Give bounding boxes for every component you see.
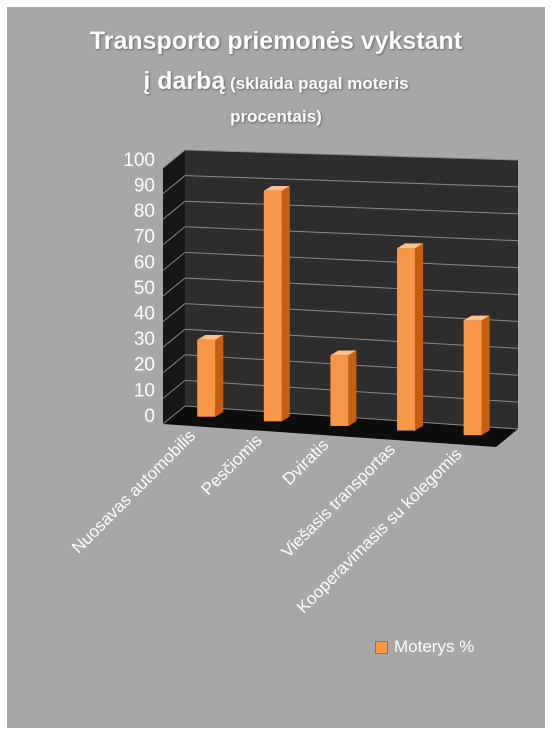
y-tick-label: 20 [134,355,155,376]
gridline-side [162,277,186,297]
bar-top [330,350,357,356]
y-tick-label: 80 [134,201,155,222]
legend: Moterys % [375,637,474,657]
bar-top [397,243,423,249]
bar-front [197,339,216,417]
bar-top [197,334,224,340]
chart-title-main: į darbą [143,67,226,95]
gridline [184,328,519,349]
chart-title-line-1: Transporto priemonės vykstant [89,27,463,55]
bar [330,350,357,426]
y-tick-label: 90 [134,176,155,197]
bar-side [348,350,357,426]
bar-front [463,320,482,436]
chart-card: Transporto priemonės vykstant į darbą (s… [7,7,545,728]
gridline-side [162,149,186,169]
bar-top [263,185,290,191]
gridline-side [162,354,186,374]
bar-side [415,243,423,431]
legend-label: Moterys % [394,637,475,656]
bar-front [397,248,415,431]
chart-title-line-3: procentais) [230,107,322,126]
gridline-side [162,303,186,322]
gridline-side [162,328,186,348]
gridline [184,175,519,188]
bar [197,334,224,417]
gridline-side [162,252,186,271]
gridline-side [162,200,186,220]
bar-side [481,315,490,436]
bar [463,315,490,436]
y-tick-label: 70 [134,227,155,248]
gridline [184,277,519,295]
y-tick-label: 30 [134,329,155,350]
gridline [184,149,519,161]
gridline-side [162,226,186,246]
y-tick-label: 0 [144,406,155,427]
y-tick-label: 60 [134,252,155,273]
y-tick-label: 40 [134,304,155,325]
bar-side [281,185,290,422]
bar [397,243,423,431]
gridline [184,303,519,322]
chart-title-line-2: į darbą (sklaida pagal moteris [7,67,545,96]
gridline-side [162,175,186,194]
x-tick-label: Dviratis [279,435,333,489]
x-tick-label: Nuosavas automobilis [68,426,199,557]
bar [263,185,290,422]
gridline-side [162,405,186,425]
gridline [184,200,519,215]
x-tick-label: Pesčiomis [198,431,266,499]
chart-plot: 0 10 20 30 40 50 60 70 80 90 100 Nuosavas automobil… [68,149,519,617]
y-tick-label: 50 [134,278,155,299]
bar-front [330,355,349,426]
plot-floor [163,406,518,447]
bar-side [215,334,224,417]
chart-title-subtitle: (sklaida pagal moteris [225,74,409,93]
bar-front [263,190,282,422]
y-tick-label: 10 [134,380,155,401]
y-tick-label: 100 [123,150,155,171]
gridline [184,226,519,242]
gridline-side [162,380,186,399]
legend-swatch [375,640,388,654]
gridline [184,251,519,269]
bar-top [463,315,490,321]
